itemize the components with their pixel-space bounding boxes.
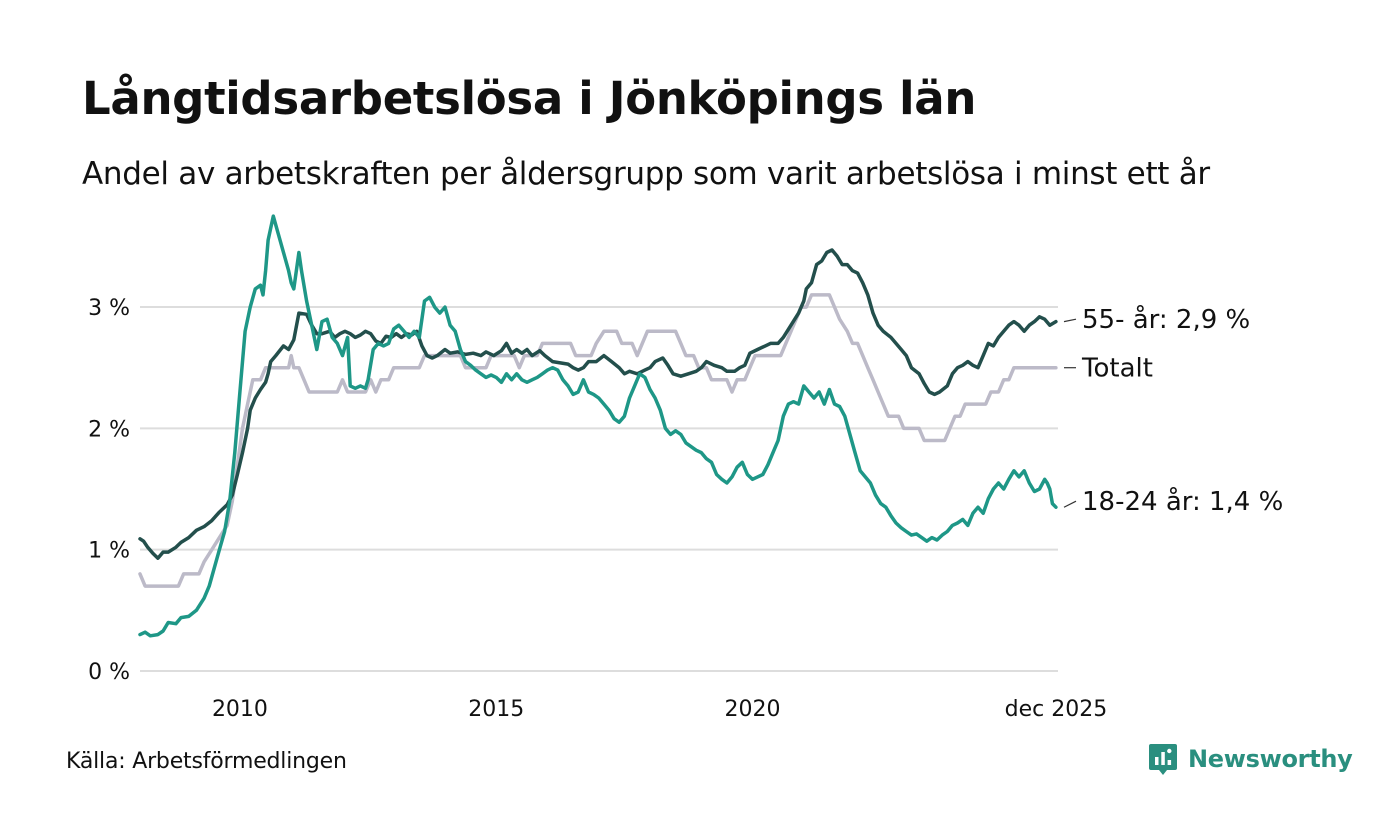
gridlines: [140, 306, 1058, 672]
x-tick-label: dec 2025: [1005, 697, 1108, 722]
x-tick-label: 2010: [212, 697, 268, 722]
source-note: Källa: Arbetsförmedlingen: [66, 749, 347, 774]
chart-title: Långtidsarbetslösa i Jönköpings län: [82, 72, 977, 125]
y-tick-label: 0 %: [88, 660, 130, 685]
y-axis-ticks: 0 % 1 % 2 % 3 %: [88, 296, 130, 685]
y-tick-label: 2 %: [88, 417, 130, 442]
series-label-18-24-r: 18-24 år: 1,4 %: [1082, 486, 1283, 517]
series-line-totalt: [138, 293, 1058, 588]
series-line-18-24-r: [138, 214, 1058, 638]
label-leader-55-r: [1063, 318, 1077, 323]
y-tick-label: 3 %: [88, 296, 130, 321]
x-axis-ticks: 2010 2015 2020 dec 2025: [212, 697, 1107, 722]
chart-subtitle: Andel av arbetskraften per åldersgrupp s…: [82, 156, 1210, 192]
x-tick-label: 2020: [725, 697, 781, 722]
series-label-55-r: 55- år: 2,9 %: [1082, 304, 1250, 335]
series-label-totalt: Totalt: [1081, 354, 1153, 384]
label-leader-18-24-r: [1063, 500, 1077, 508]
series-line-55-r: [138, 248, 1058, 560]
x-tick-label: 2015: [468, 697, 524, 722]
y-tick-label: 1 %: [88, 539, 130, 564]
series-lines: [138, 214, 1058, 638]
brand-logo: Newsworthy: [1148, 742, 1353, 776]
series-end-labels: Totalt 55- år: 2,9 % 18-24 år: 1,4 %: [1063, 304, 1283, 517]
brand-name: Newsworthy: [1188, 745, 1353, 773]
bar-chart-icon: [1149, 744, 1177, 775]
